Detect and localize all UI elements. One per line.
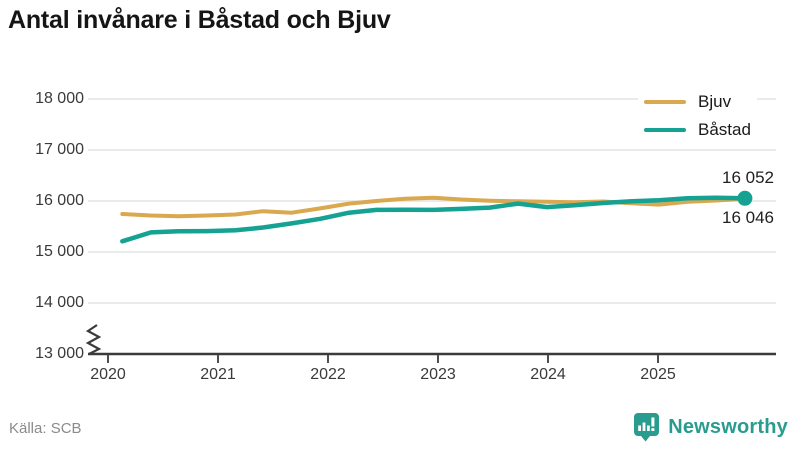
y-axis-tick-label: 18 000 (35, 90, 84, 107)
newsworthy-brand[interactable]: Newsworthy (633, 412, 788, 442)
end-label-bjuv: 16 046 (722, 208, 774, 227)
y-axis-tick-label: 17 000 (35, 141, 84, 158)
end-label-bastad: 16 052 (722, 168, 774, 187)
x-axis-tick-label: 2020 (90, 366, 126, 383)
legend-label-bastad: Båstad (698, 120, 751, 139)
y-axis-tick-label: 13 000 (35, 345, 84, 362)
x-axis-tick-label: 2023 (420, 366, 456, 383)
bastad-line (120, 195, 748, 244)
y-axis-tick-label: 15 000 (35, 243, 84, 260)
legend-swatch-bjuv (644, 100, 686, 104)
source-note: Källa: SCB (9, 420, 82, 437)
brand-name: Newsworthy (668, 415, 788, 438)
y-axis-tick-label: 14 000 (35, 294, 84, 311)
axis-break-icon (85, 324, 102, 355)
bjuv-line (120, 195, 747, 219)
x-axis-tick-label: 2021 (200, 366, 236, 383)
legend-swatch-bastad (644, 128, 686, 132)
legend: Bjuv Båstad (638, 86, 757, 148)
x-axis-tick-label: 2022 (310, 366, 346, 383)
legend-item-bjuv: Bjuv (644, 88, 751, 116)
x-axis-tick-label: 2024 (530, 366, 566, 383)
x-axis-ticks (107, 355, 659, 363)
y-axis-tick-label: 16 000 (35, 192, 84, 209)
legend-label-bjuv: Bjuv (698, 92, 732, 111)
x-axis-tick-label: 2025 (640, 366, 676, 383)
newsworthy-logo-icon (634, 413, 660, 442)
page-title: Antal invånare i Båstad och Bjuv (8, 6, 391, 34)
legend-item-bastad: Båstad (644, 116, 751, 144)
endpoint-dot (737, 190, 753, 206)
